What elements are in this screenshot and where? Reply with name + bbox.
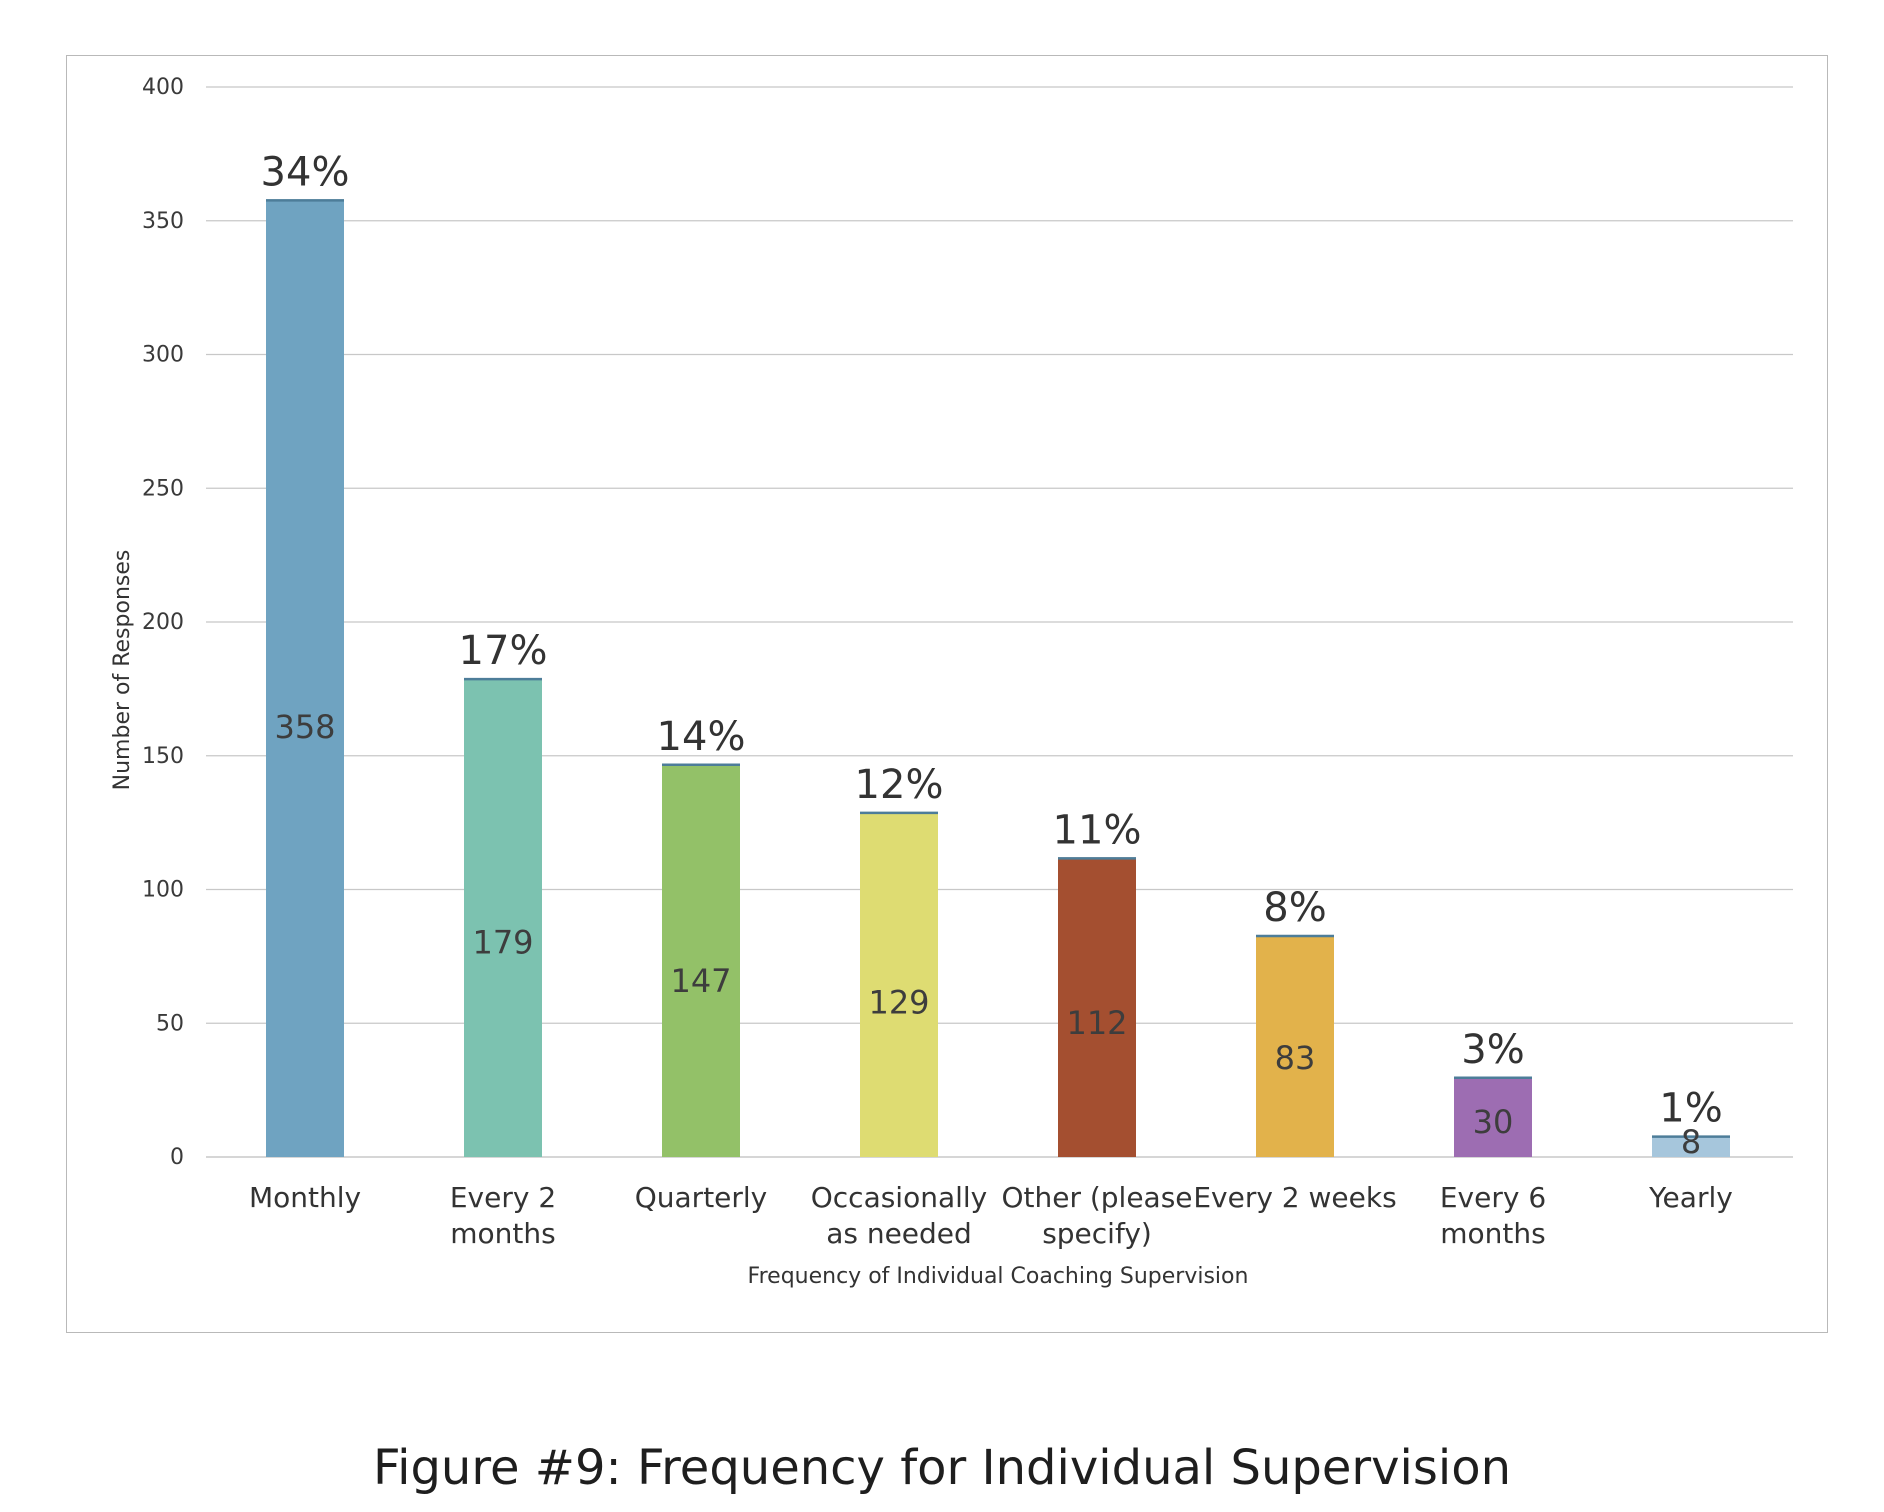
percent-label: 17% xyxy=(459,628,548,674)
x-category-label: Every 2 xyxy=(450,1181,556,1214)
value-label: 129 xyxy=(868,984,929,1022)
bar xyxy=(1454,1076,1532,1157)
gridlines xyxy=(206,86,1793,1158)
y-axis-ticks: 0 50 100 150 200 250 300 350 400 xyxy=(142,75,184,1170)
chart-frame xyxy=(66,55,1828,1333)
value-label: 112 xyxy=(1066,1004,1127,1042)
x-category-label: Other (please xyxy=(1001,1181,1192,1214)
x-category-label: Quarterly xyxy=(635,1181,768,1214)
x-category-label: Every 6 xyxy=(1440,1181,1546,1214)
value-label: 358 xyxy=(274,708,335,746)
y-tick-label: 150 xyxy=(142,744,184,769)
x-category-label: months xyxy=(1440,1217,1545,1250)
y-tick-label: 300 xyxy=(142,343,184,368)
percent-label: 12% xyxy=(855,762,944,808)
x-category-label: Occasionally xyxy=(811,1181,988,1214)
data-labels: 34% 358 17% 179 14% 147 12% 129 11% 112 8% 83 3% 30 1%… xyxy=(261,149,1723,1161)
x-category-label: as needed xyxy=(826,1217,972,1250)
value-label: 83 xyxy=(1275,1039,1316,1077)
y-tick-label: 200 xyxy=(142,610,184,635)
percent-label: 34% xyxy=(261,149,350,195)
y-tick-label: 400 xyxy=(142,75,184,100)
bar xyxy=(1652,1135,1730,1157)
y-tick-label: 250 xyxy=(142,476,184,501)
figure-caption: Figure #9: Frequency for Individual Supe… xyxy=(372,1440,1511,1496)
y-tick-label: 350 xyxy=(142,209,184,234)
bar xyxy=(266,199,344,1158)
bar xyxy=(860,811,938,1157)
bar xyxy=(464,678,542,1157)
x-category-label: Monthly xyxy=(249,1181,361,1214)
value-label: 179 xyxy=(472,924,533,962)
percent-label: 11% xyxy=(1053,807,1142,853)
bar xyxy=(1256,934,1334,1157)
percent-label: 14% xyxy=(657,714,746,760)
x-category-label: specify) xyxy=(1042,1217,1152,1250)
x-category-label: Yearly xyxy=(1648,1181,1733,1214)
value-label: 147 xyxy=(670,962,731,1000)
x-category-label: months xyxy=(450,1217,555,1250)
y-tick-label: 0 xyxy=(170,1145,184,1170)
bar xyxy=(662,763,740,1157)
value-label: 8 xyxy=(1681,1123,1701,1161)
bar xyxy=(1058,857,1136,1157)
bar-chart: 0 50 100 150 200 250 300 350 400 34% 358 17% 179 14%… xyxy=(110,75,1793,1289)
x-axis-label: Frequency of Individual Coaching Supervi… xyxy=(748,1264,1249,1289)
x-category-label: Every 2 weeks xyxy=(1193,1181,1396,1214)
bars xyxy=(266,199,1730,1158)
y-tick-label: 100 xyxy=(142,878,184,903)
percent-label: 1% xyxy=(1659,1086,1722,1132)
percent-label: 8% xyxy=(1263,885,1326,931)
y-tick-label: 50 xyxy=(156,1011,184,1036)
value-label: 30 xyxy=(1473,1103,1514,1141)
percent-label: 3% xyxy=(1461,1027,1524,1073)
y-axis-label: Number of Responses xyxy=(110,550,135,791)
